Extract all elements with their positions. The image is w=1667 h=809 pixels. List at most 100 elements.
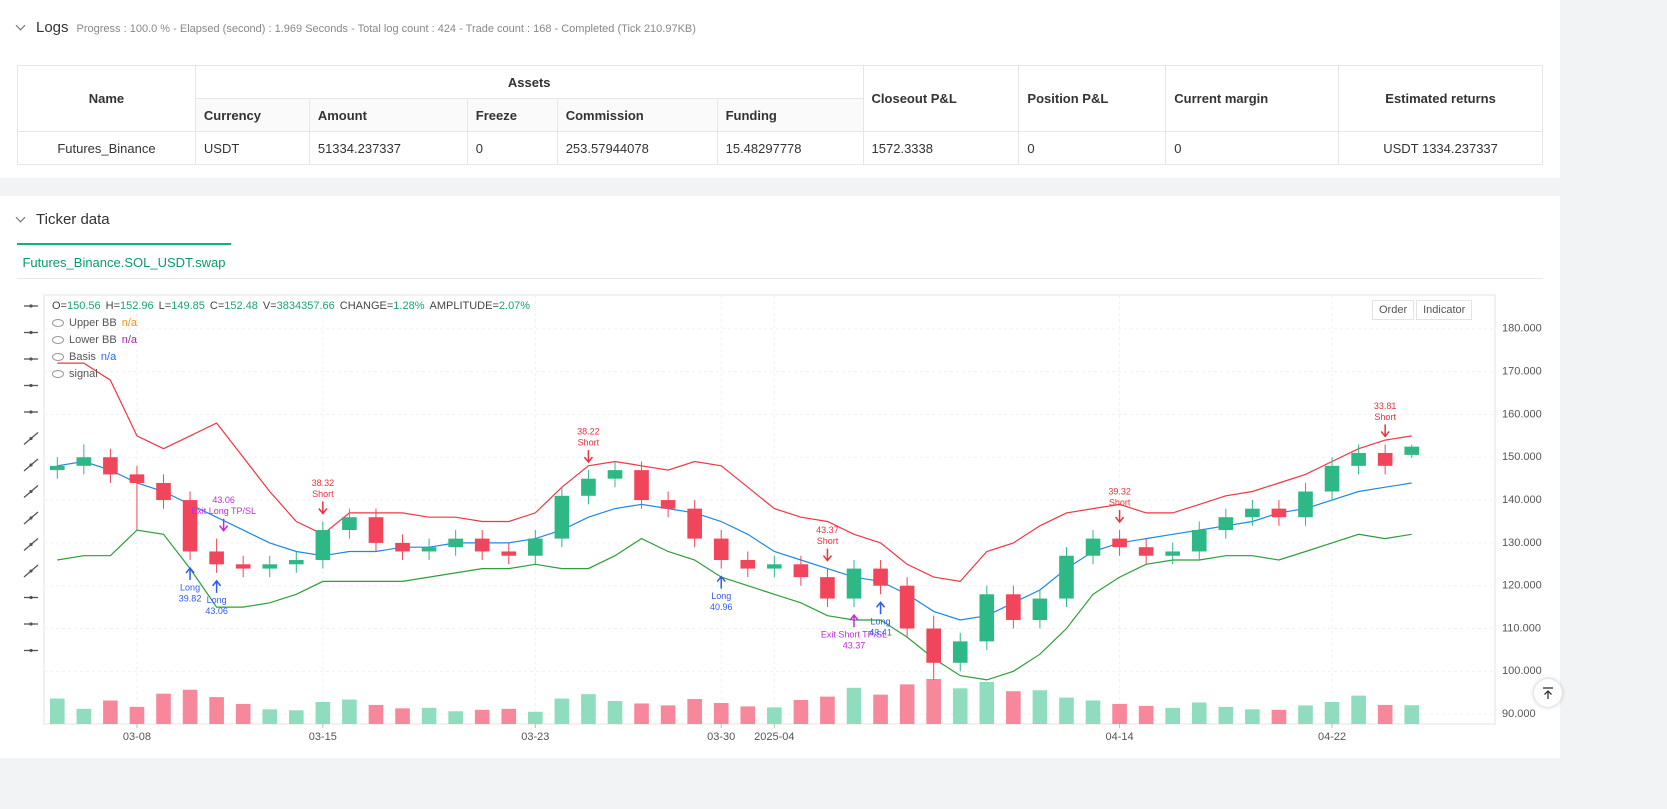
- toolbar-icon-dot: [29, 383, 33, 388]
- volume-bar: [581, 694, 596, 724]
- candle-body: [528, 538, 543, 556]
- header-cell: Freeze: [466, 98, 558, 132]
- candle-body: [1191, 530, 1207, 552]
- toolbar-icon-dot: [29, 304, 33, 308]
- candle-body: [1059, 555, 1074, 599]
- volume-bar: [501, 708, 517, 724]
- volume-bar: [76, 708, 92, 724]
- volume-bar: [368, 704, 384, 724]
- candle-body: [979, 594, 995, 642]
- toolbar-icon-dot: [29, 542, 33, 547]
- signal-kind: Short: [1374, 412, 1396, 422]
- candle-body: [687, 508, 702, 539]
- info-value: 2.07%: [498, 300, 531, 312]
- info-value: 152.48: [224, 300, 258, 312]
- signal-kind: Long: [207, 595, 227, 605]
- ohlc-info: O=150.56 H=152.96 L=149.85 C=152.48 V=383435…: [52, 300, 535, 312]
- info-label: O=: [52, 300, 67, 312]
- candle-body: [952, 641, 968, 663]
- logs-panel: Logs Progress : 100.0 % - Elapsed (second…: [0, 0, 1560, 178]
- legend-item: Upper BB n/a: [52, 317, 137, 329]
- volume-bar: [315, 701, 331, 724]
- volume-bar: [846, 687, 862, 724]
- signal-price: 40.96: [710, 602, 733, 612]
- volume-bar: [926, 679, 941, 724]
- volume-bar: [1404, 705, 1420, 724]
- signal-arrow: [1380, 424, 1390, 438]
- toolbar-icon-dot: [29, 330, 33, 335]
- cell: 15.48297778: [716, 131, 864, 165]
- volume-bar: [660, 705, 676, 724]
- candle-body: [634, 470, 649, 501]
- candle-body: [767, 564, 782, 569]
- header-cell: Currency: [194, 98, 310, 132]
- scroll-top-button[interactable]: [1534, 679, 1562, 707]
- volume-bar: [1298, 705, 1313, 724]
- signal-arrow: [219, 518, 229, 532]
- info-label: V=: [262, 300, 277, 312]
- signal-price: 33.81: [1374, 401, 1397, 411]
- header-cell: Name: [17, 65, 196, 132]
- legend-value: n/a: [100, 351, 117, 363]
- cell: USDT: [194, 131, 310, 165]
- x-tick-label: 03-23: [521, 731, 549, 743]
- ticker-panel: Ticker data: [0, 196, 1560, 758]
- volume-bar: [554, 698, 570, 724]
- candle-body: [501, 551, 517, 556]
- header-cell: Position P&L: [1018, 65, 1167, 132]
- toolbar-icon-dot: [29, 357, 33, 361]
- volume-bar: [873, 694, 888, 724]
- signal-kind: Long: [871, 617, 891, 627]
- chart-button[interactable]: Order: [1372, 300, 1415, 320]
- signal-kind: Long: [180, 582, 200, 592]
- toolbar-icon-dot: [29, 595, 33, 600]
- toolbar-icon-dot: [29, 463, 33, 467]
- signal-price: 43.37: [816, 525, 839, 535]
- volume-bar: [952, 688, 968, 724]
- ticker-tab[interactable]: Futures_Binance.SOL_USDT.swap: [17, 243, 231, 278]
- volume-bar: [474, 709, 490, 724]
- signal-arrow: [1115, 510, 1125, 524]
- signal-price: 43.06: [212, 495, 235, 505]
- signal-arrow: [318, 501, 328, 515]
- header-cell: Funding: [716, 98, 864, 132]
- logs-header[interactable]: Logs Progress : 100.0 % - Elapsed (second…: [15, 19, 696, 36]
- band-line: [57, 529, 1412, 681]
- chart-button[interactable]: Indicator: [1416, 300, 1473, 320]
- toolbar-icon-dot: [29, 436, 33, 441]
- candle-body: [474, 538, 490, 552]
- cell: Futures_Binance: [17, 131, 196, 165]
- signal-arrow: [875, 601, 886, 615]
- signal-price: 39.82: [179, 593, 202, 603]
- signal-price: 39.32: [1108, 486, 1131, 496]
- signal-price: 38.22: [577, 426, 600, 436]
- legend-value: n/a: [121, 334, 137, 346]
- volume-bar: [740, 706, 756, 724]
- cell: 0: [1165, 131, 1340, 165]
- candle-body: [395, 542, 410, 552]
- header-cell: Commission: [556, 98, 718, 132]
- signal-kind: Exit Long TP/SL: [191, 506, 256, 516]
- cell: 0: [1018, 131, 1167, 165]
- signal-arrow: [822, 548, 833, 562]
- candle-body: [209, 551, 224, 565]
- candle-body: [1377, 452, 1393, 466]
- x-tick-label: 04-22: [1318, 731, 1346, 743]
- candle-body: [1324, 465, 1340, 492]
- chart-buttons: Order Indicator: [1372, 300, 1474, 320]
- legend-name: signal: [69, 368, 98, 380]
- volume-bar: [899, 684, 915, 724]
- candle-body: [1351, 452, 1366, 466]
- signal-price: 43.06: [205, 606, 228, 616]
- volume-bar: [687, 699, 702, 724]
- toolbar-icon-dot: [29, 410, 33, 414]
- ticker-header[interactable]: Ticker data: [15, 211, 110, 228]
- signal-arrow: [583, 450, 594, 464]
- logs-title: Logs: [36, 19, 69, 36]
- chart: 90.000 100.000 110.000 120.000 130.000 140.00…: [23, 294, 1542, 743]
- volume-bar: [342, 699, 357, 724]
- signal-arrow: [185, 566, 195, 581]
- x-tick-label: 03-30: [707, 731, 735, 743]
- legend-item: Basis n/a: [52, 351, 116, 363]
